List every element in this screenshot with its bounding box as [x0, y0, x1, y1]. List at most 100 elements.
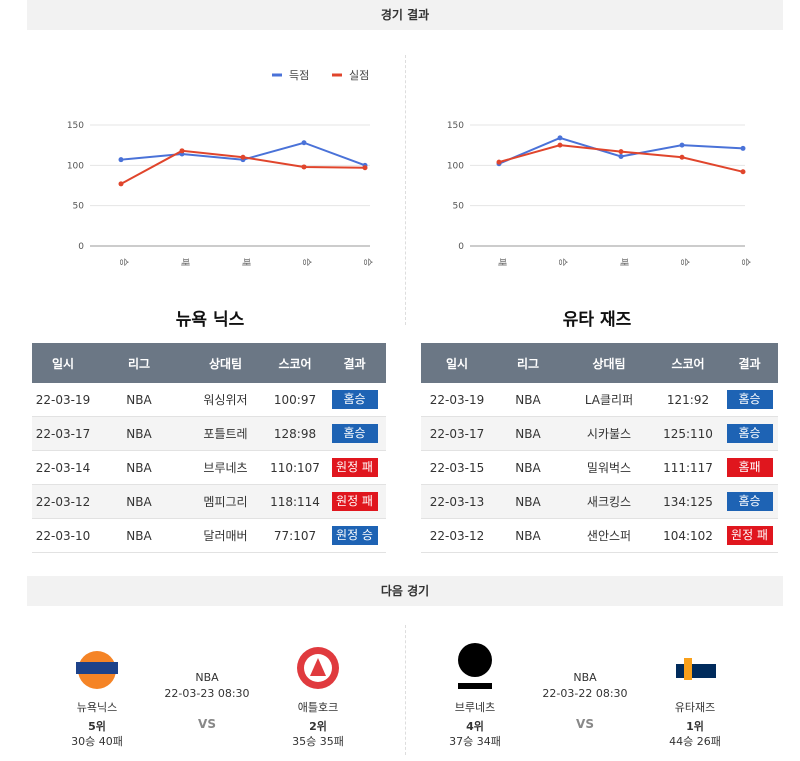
table-cell: NBA — [515, 460, 541, 475]
table-row: 22-03-17 NBA 시카불스 125:110 홈승 — [421, 417, 778, 451]
result-badge: 원정 승 — [331, 526, 378, 545]
x-tick-label: 승 — [679, 258, 690, 266]
column-header: 일시 — [51, 356, 75, 371]
team-name: 유타 재즈 — [562, 310, 632, 330]
column-header: 스코어 — [671, 356, 705, 371]
y-tick-label: 100 — [67, 161, 84, 171]
team-name: 브루네츠 — [454, 701, 496, 714]
logo — [676, 664, 716, 678]
table-cell: NBA — [126, 426, 152, 441]
team-name: 뉴욕 닉스 — [175, 310, 245, 330]
x-tick-label: 승 — [362, 258, 373, 266]
divider — [405, 55, 406, 325]
column-header: 스코어 — [278, 356, 312, 371]
chart: 050100150패승패승승득점실점 — [447, 121, 751, 266]
point — [557, 135, 563, 141]
table-row: 22-03-15 NBA 밀워벅스 111:117 홈패 — [421, 451, 778, 485]
league: NBA — [195, 671, 219, 684]
table-cell: 워싱위저 — [203, 393, 248, 407]
team-name: 유타재즈 — [674, 701, 716, 714]
table-cell: 홈승 — [721, 424, 778, 443]
section-title: 다음 경기 — [27, 576, 783, 606]
point — [679, 154, 685, 160]
table-row: 22-03-12 NBA 샌안스퍼 104:102 원정 패 — [421, 519, 778, 553]
section-title: 경기 결과 — [27, 0, 783, 30]
y-tick-label: 150 — [447, 121, 464, 131]
table-cell: NBA — [515, 528, 541, 543]
point — [118, 157, 124, 163]
table-cell: 128:98 — [273, 426, 317, 441]
point — [179, 148, 185, 154]
result-badge: 홈승 — [331, 390, 378, 409]
point — [496, 159, 502, 165]
table-cell: 100:97 — [273, 392, 317, 407]
logo — [304, 654, 332, 682]
point — [679, 142, 685, 148]
column-header: 상대팀 — [592, 356, 626, 371]
y-tick-label: 0 — [458, 242, 464, 252]
table-cell: 새크킹스 — [586, 495, 632, 509]
table-cell: 121:92 — [666, 392, 710, 407]
x-tick-label: 패 — [496, 258, 507, 266]
legend-label: 실점 — [349, 69, 369, 82]
column-header: 결과 — [738, 356, 761, 371]
table-cell: 22-03-12 — [429, 528, 485, 543]
y-tick-label: 100 — [447, 161, 464, 171]
table-cell: 125:110 — [663, 426, 713, 441]
datetime: 22-03-23 08:30 — [164, 687, 250, 700]
table-cell: 22-03-17 — [35, 426, 91, 441]
table-row: 22-03-12 NBA 멤피그리 118:114 원정 패 — [32, 485, 386, 519]
table-cell: 홈승 — [721, 492, 778, 511]
table-cell: 시카불스 — [586, 427, 632, 441]
table-cell: NBA — [126, 460, 152, 475]
result-badge: 원정 패 — [726, 526, 773, 545]
table-cell: 달러매버 — [203, 529, 248, 543]
table-row: 22-03-19 NBA 워싱위저 100:97 홈승 — [32, 383, 386, 417]
table-cell: 브루네츠 — [203, 461, 248, 475]
team-rank: 4위 — [466, 720, 484, 733]
legend-label: 득점 — [289, 69, 309, 82]
team-record: 35승 35패 — [292, 735, 344, 748]
point — [301, 164, 307, 170]
point — [362, 165, 368, 171]
table-row: 22-03-10 NBA 달러매버 77:107 원정 승 — [32, 519, 386, 553]
result-badge: 원정 패 — [331, 458, 378, 477]
logo — [297, 647, 339, 689]
point — [618, 149, 624, 155]
point — [557, 142, 563, 148]
x-tick-label: 승 — [557, 258, 568, 266]
column-header: 일시 — [445, 356, 469, 371]
table-cell: 110:107 — [270, 460, 320, 475]
table-cell: 22-03-13 — [429, 494, 485, 509]
logo — [458, 643, 492, 677]
table-cell: 111:117 — [663, 460, 713, 475]
divider — [405, 625, 406, 755]
table: 일시 리그 상대팀 스코어 결과 22-03-19 NBA 워싱위저 100:97 홈승 22-03… — [32, 343, 386, 553]
point — [618, 153, 624, 159]
team-rank: 1위 — [686, 720, 704, 733]
result-badge: 홈승 — [726, 492, 773, 511]
table-cell: 22-03-19 — [429, 392, 485, 407]
table-cell: 22-03-19 — [35, 392, 91, 407]
table-cell: 22-03-10 — [35, 528, 91, 543]
y-tick-label: 50 — [453, 202, 465, 212]
result-badge: 홈패 — [726, 458, 773, 477]
column-header: 결과 — [343, 356, 366, 371]
team-record: 30승 40패 — [71, 735, 123, 748]
point — [301, 140, 307, 146]
logo — [78, 651, 116, 689]
y-tick-label: 50 — [73, 202, 85, 212]
y-tick-label: 0 — [78, 242, 84, 252]
logo — [76, 662, 118, 674]
table-cell: 원정 패 — [323, 492, 386, 511]
table-header: 일시 리그 상대팀 스코어 결과 — [32, 343, 386, 383]
table-row: 22-03-19 NBA LA클리퍼 121:92 홈승 — [421, 383, 778, 417]
team-rank: 2위 — [309, 720, 327, 733]
result-badge: 홈승 — [726, 390, 773, 409]
table-cell: LA클리퍼 — [584, 393, 634, 407]
vs-label: VS — [576, 717, 594, 731]
table-header: 일시 리그 상대팀 스코어 결과 — [421, 343, 778, 383]
table-cell: NBA — [126, 494, 152, 509]
table-cell: NBA — [515, 392, 541, 407]
